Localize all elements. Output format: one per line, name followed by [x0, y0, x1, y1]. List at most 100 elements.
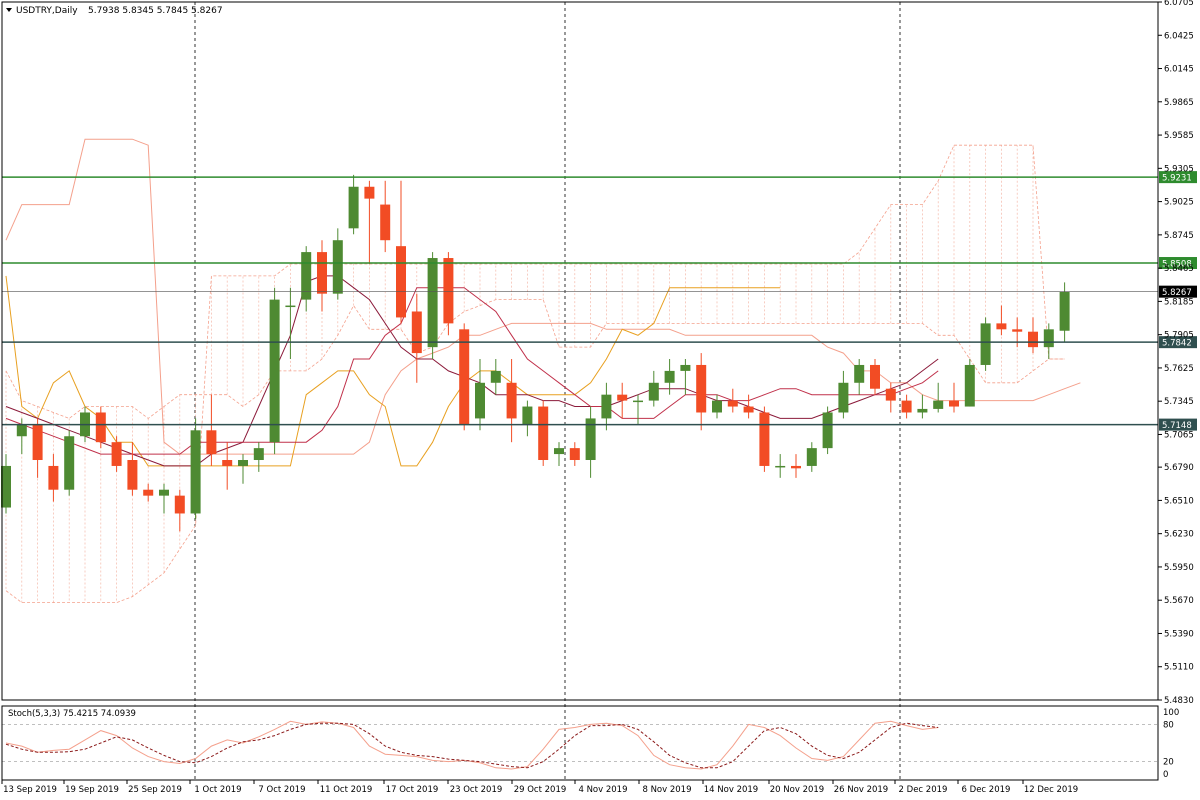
candle-body: [127, 460, 138, 490]
candle[interactable]: [16, 418, 27, 455]
price-tick-label: 5.9305: [1164, 164, 1194, 174]
candle[interactable]: [32, 418, 43, 478]
collapse-triangle-icon[interactable]: [6, 8, 12, 12]
price-tick-label: 5.7345: [1164, 397, 1194, 407]
candle[interactable]: [806, 442, 817, 472]
candle[interactable]: [838, 370, 849, 419]
candle[interactable]: [870, 359, 880, 395]
candle[interactable]: [696, 353, 707, 431]
candle[interactable]: [791, 454, 801, 478]
candle-body: [838, 382, 849, 413]
candle[interactable]: [380, 180, 391, 253]
candle[interactable]: [854, 359, 865, 395]
candle-body: [222, 460, 233, 466]
candle[interactable]: [411, 293, 422, 383]
candle[interactable]: [427, 252, 438, 360]
stoch-label: Stoch(5,3,3) 75.4215 74.0939: [8, 709, 136, 719]
candle[interactable]: [95, 406, 106, 449]
stoch-tick-label: 100: [1163, 708, 1179, 718]
candle[interactable]: [822, 406, 833, 455]
date-tick-label: 17 Oct 2019: [386, 785, 439, 795]
candle-body: [822, 412, 833, 449]
candle[interactable]: [964, 359, 975, 407]
candle-body: [633, 400, 643, 403]
candle[interactable]: [127, 442, 138, 496]
price-tick-label: 5.6790: [1164, 463, 1194, 473]
candle[interactable]: [332, 228, 343, 300]
candle[interactable]: [1043, 323, 1054, 360]
candle[interactable]: [759, 406, 770, 472]
candle[interactable]: [664, 359, 675, 395]
candlesticks: [1, 174, 1070, 532]
candle[interactable]: [680, 359, 691, 395]
candle[interactable]: [269, 287, 280, 455]
candle-body: [712, 400, 722, 413]
candle[interactable]: [506, 359, 517, 443]
candle[interactable]: [885, 382, 896, 413]
candle-body: [648, 382, 659, 401]
candle[interactable]: [775, 454, 786, 478]
candle[interactable]: [648, 370, 659, 407]
candle[interactable]: [301, 246, 312, 312]
candle[interactable]: [111, 436, 122, 472]
stoch-tick-label: 0: [1163, 770, 1168, 780]
stoch-main-line: [5, 720, 939, 770]
candle[interactable]: [48, 454, 59, 502]
candle[interactable]: [364, 180, 375, 264]
candle[interactable]: [159, 483, 169, 514]
candle[interactable]: [933, 382, 944, 413]
candle[interactable]: [727, 388, 738, 413]
candle[interactable]: [206, 394, 217, 466]
ohlc-values: 5.7938 5.8345 5.7845 5.8267: [88, 6, 223, 16]
candle[interactable]: [538, 400, 549, 466]
candle[interactable]: [949, 382, 959, 413]
candle[interactable]: [222, 442, 233, 490]
candle[interactable]: [633, 394, 643, 425]
candle[interactable]: [190, 418, 201, 520]
candle[interactable]: [64, 430, 75, 496]
candle[interactable]: [443, 252, 454, 336]
candle[interactable]: [459, 323, 470, 431]
candle[interactable]: [348, 174, 359, 235]
candle[interactable]: [475, 359, 485, 431]
candle-body: [949, 400, 959, 407]
candle[interactable]: [917, 394, 928, 419]
candle-body: [727, 400, 738, 407]
candle[interactable]: [980, 317, 991, 371]
stochastic-panel: Stoch(5,3,3) 75.4215 74.0939 100 80 20 0: [2, 708, 1179, 780]
candle[interactable]: [712, 394, 722, 419]
candle[interactable]: [1059, 282, 1070, 342]
candle[interactable]: [522, 400, 533, 437]
candle[interactable]: [996, 305, 1007, 336]
candle[interactable]: [285, 287, 296, 360]
candle[interactable]: [396, 180, 406, 324]
candle[interactable]: [1028, 317, 1038, 354]
stoch-tick-label: 80: [1163, 720, 1174, 730]
candle[interactable]: [143, 483, 154, 502]
candle[interactable]: [743, 394, 754, 419]
candle[interactable]: [554, 442, 564, 466]
candle[interactable]: [253, 442, 264, 472]
candle[interactable]: [601, 382, 612, 431]
candle[interactable]: [585, 406, 596, 478]
candle[interactable]: [901, 394, 912, 419]
candle[interactable]: [238, 454, 248, 484]
candle[interactable]: [174, 489, 185, 532]
price-tick-label: 5.7905: [1164, 331, 1194, 341]
candle-body: [253, 448, 264, 461]
candle[interactable]: [569, 442, 580, 466]
candle[interactable]: [1, 454, 11, 514]
candle-body: [364, 186, 375, 199]
price-tick-label: 5.6230: [1164, 530, 1194, 540]
candle-body: [32, 424, 43, 461]
level-label-box: [1159, 285, 1197, 298]
candle[interactable]: [317, 240, 327, 312]
price-tick-label: 5.5670: [1164, 596, 1194, 606]
candle-body: [1043, 329, 1054, 348]
candle[interactable]: [617, 382, 628, 419]
candle[interactable]: [490, 359, 501, 395]
level-label-box: [1159, 171, 1197, 184]
price-tick-label: 6.0425: [1164, 31, 1194, 41]
candle-body: [238, 460, 248, 466]
